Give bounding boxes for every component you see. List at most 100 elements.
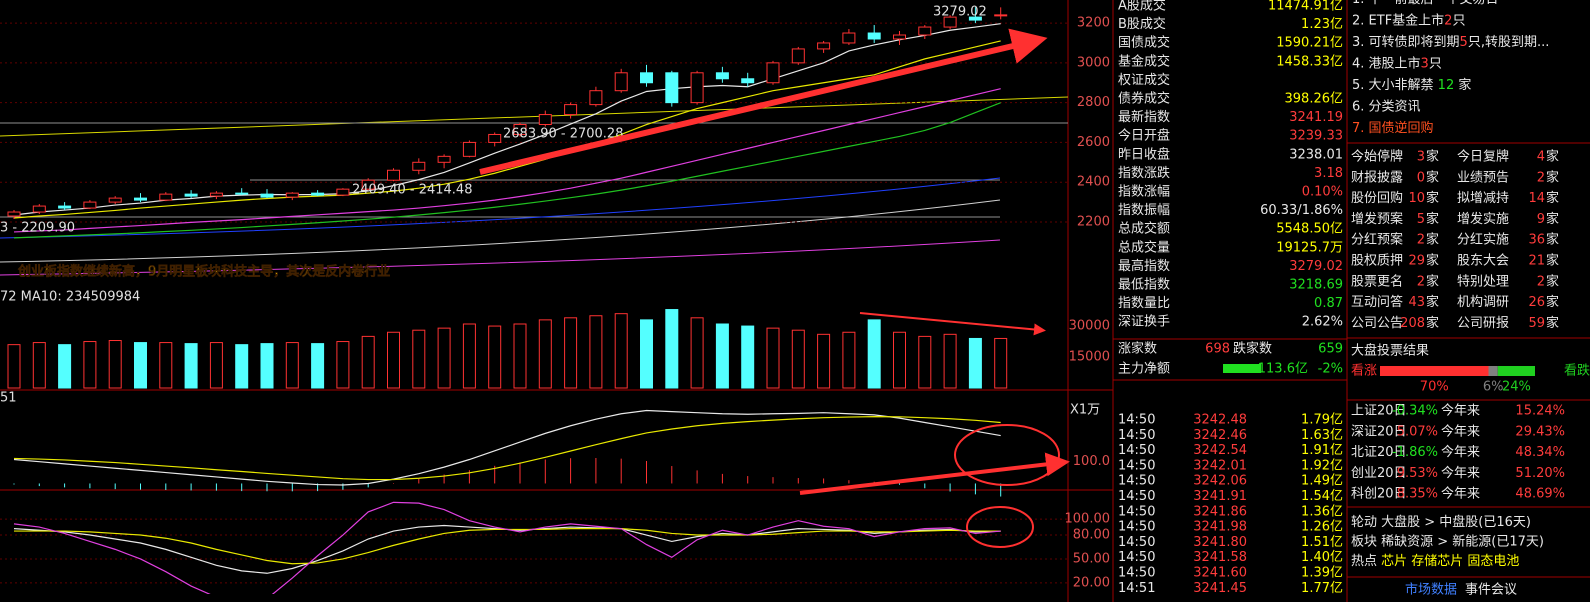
volume-bar <box>538 319 552 389</box>
news-text: 6. 分类资讯 <box>1352 99 1421 114</box>
candle-body <box>994 14 1008 17</box>
candle-body <box>159 193 173 201</box>
stat-unit: 家 <box>1426 149 1439 165</box>
tick-time: 14:50 <box>1118 474 1155 489</box>
flow-value: -2% <box>1318 362 1343 377</box>
tick-time: 14:50 <box>1118 504 1155 519</box>
tick-time: 14:50 <box>1118 520 1155 535</box>
stat-count: 36 <box>1528 233 1545 248</box>
summary-label: 今日开盘 <box>1118 128 1170 144</box>
summary-label: 国债成交 <box>1118 35 1170 51</box>
volume-bar <box>83 341 97 389</box>
tick-time: 14:50 <box>1118 489 1155 504</box>
breadth-value: 659 <box>1318 342 1343 357</box>
stat-unit: 家 <box>1546 211 1559 227</box>
summary-value: 60.33/1.86% <box>1260 203 1343 218</box>
stat-count: 3 <box>1417 150 1425 165</box>
news-item: 5. 大小非解禁 12 家 <box>1352 77 1471 93</box>
tab[interactable]: 市场数据 <box>1405 582 1457 598</box>
vote-bar <box>1380 366 1489 376</box>
news-text: 1. 十一前最后一个交易日 <box>1352 0 1499 7</box>
candle-body <box>867 32 881 40</box>
news-item: 7. 国债逆回购 <box>1352 120 1434 136</box>
summary-value: 1590.21亿 <box>1276 36 1343 51</box>
news-item: 1. 十一前最后一个交易日 <box>1352 0 1499 7</box>
stat-label: 特别处理 <box>1457 274 1509 289</box>
volume-bar <box>867 319 881 389</box>
index-ytd: 48.34% <box>1515 445 1565 460</box>
vote-up: 看涨 <box>1351 363 1377 379</box>
candle-body <box>817 42 831 50</box>
summary-value: 398.26亿 <box>1285 92 1344 107</box>
summary-label: 债券成交 <box>1118 91 1170 107</box>
tick-volume: 1.51亿 <box>1301 535 1343 550</box>
index-label: 今年来 <box>1441 486 1480 502</box>
stat-count: 2 <box>1417 233 1425 248</box>
y-tick-label: 15000 <box>1069 350 1110 365</box>
indicator-line <box>13 501 1001 594</box>
tick-volume: 1.92亿 <box>1301 458 1343 473</box>
flow-indicator <box>1223 364 1261 373</box>
tick-volume: 1.36亿 <box>1301 504 1343 519</box>
volume-bar <box>665 309 679 389</box>
summary-label: 深证换手 <box>1118 315 1170 330</box>
candle-body <box>715 72 729 80</box>
tick-price: 3242.48 <box>1193 413 1247 428</box>
index-label: 今年来 <box>1441 444 1480 460</box>
stat-count: 59 <box>1528 316 1545 331</box>
summary-value: 3.18 <box>1314 166 1343 181</box>
news-text: 5 <box>1460 35 1468 50</box>
stat-unit: 家 <box>1426 294 1439 310</box>
vote-bar <box>1488 366 1498 376</box>
candle-body <box>791 48 805 64</box>
y-tick-label: 100.0 <box>1073 454 1110 469</box>
volume-bar <box>943 333 957 389</box>
tab[interactable]: 事件会议 <box>1465 583 1517 598</box>
tick-price: 3241.80 <box>1193 535 1247 550</box>
volume-bar <box>209 342 223 389</box>
candle-body <box>589 90 603 106</box>
y-tick-label: 50.00 <box>1073 551 1110 566</box>
summary-label: 指数量比 <box>1118 296 1170 311</box>
tick-volume: 1.77亿 <box>1301 581 1343 596</box>
volume-bar <box>184 343 198 389</box>
candle-body <box>209 192 223 197</box>
stat-unit: 家 <box>1546 149 1559 165</box>
index-label: 今年来 <box>1441 403 1480 419</box>
index-ytd: 29.43% <box>1515 424 1565 439</box>
stat-count: 0 <box>1417 170 1425 185</box>
candle-body <box>235 192 249 195</box>
volume-bar <box>513 323 527 389</box>
tick-price: 3242.54 <box>1193 443 1247 458</box>
stat-unit: 家 <box>1546 273 1559 289</box>
candle-body <box>83 201 97 209</box>
stat-unit: 家 <box>1546 253 1559 269</box>
volume-bar <box>462 323 476 389</box>
indicator-line <box>13 23 1001 216</box>
stat-unit: 家 <box>1546 232 1559 248</box>
volume-bar <box>134 342 147 389</box>
y-tick-label: 2200 <box>1077 214 1110 229</box>
volume-bar <box>260 343 274 389</box>
stat-label: 拟增减持 <box>1457 191 1509 206</box>
volume-bar <box>235 344 249 389</box>
indicator-line <box>13 102 1001 239</box>
tick-price: 3242.46 <box>1193 428 1247 443</box>
candle-body <box>766 62 780 84</box>
tick-volume: 1.63亿 <box>1301 428 1343 443</box>
news-text: 只 <box>1429 56 1442 71</box>
volume-bar <box>108 340 122 389</box>
tick-time: 14:50 <box>1118 458 1155 473</box>
unit-label: X1万 <box>1070 403 1100 418</box>
stat-unit: 家 <box>1426 253 1439 269</box>
candle-body <box>437 155 451 163</box>
index-label: 深证20日 <box>1351 424 1407 439</box>
candle-body <box>260 193 274 198</box>
tick-time: 14:50 <box>1118 428 1155 443</box>
rotation-text: 热点 <box>1351 554 1381 569</box>
rotation-text: 芯片 存储芯片 固态电池 <box>1381 554 1519 569</box>
index-label: 今年来 <box>1441 423 1480 439</box>
stat-count: 2 <box>1417 274 1425 289</box>
stat-label: 公司研报 <box>1457 316 1509 331</box>
